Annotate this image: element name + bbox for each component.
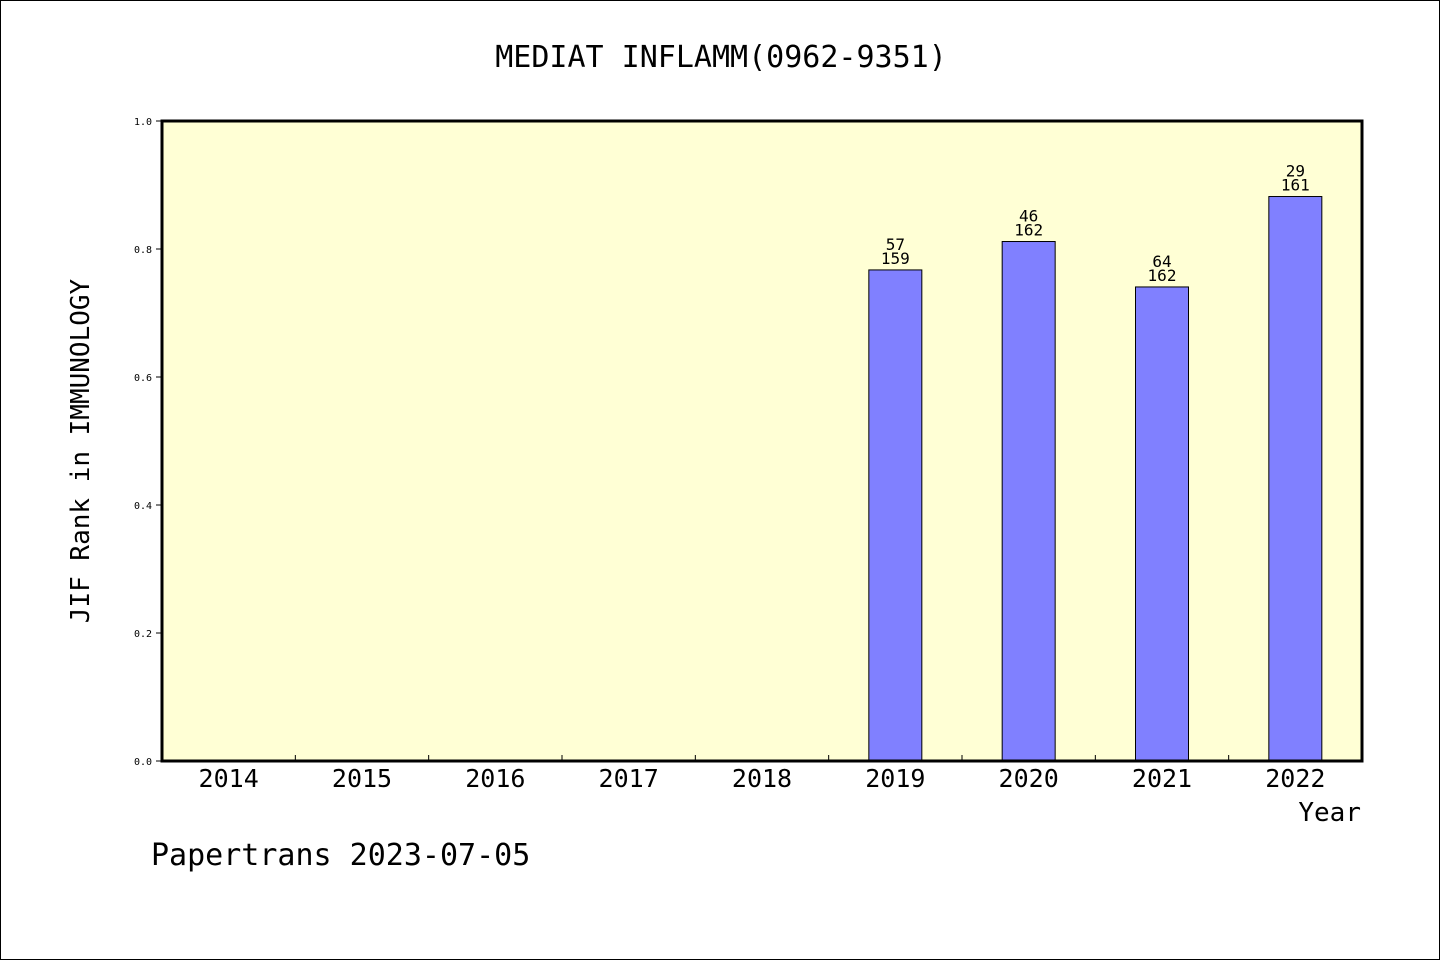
bar-rank-label-2019: 57 (886, 235, 905, 254)
y-axis-ticks: 0.0 0.2 0.4 0.6 0.8 1.0 (134, 117, 162, 768)
bar-total-label-2019: 159 (881, 249, 910, 268)
y-tick-label: 1.0 (134, 117, 152, 128)
x-tick-label-2018: 2018 (732, 764, 792, 793)
x-axis-label: Year (1298, 798, 1361, 828)
x-tick-label-2017: 2017 (599, 764, 659, 793)
footer-text: Papertrans 2023-07-05 (151, 838, 530, 873)
y-tick-label: 0.2 (134, 629, 152, 640)
x-tick-label-2014: 2014 (199, 764, 259, 793)
y-axis-label: JIF Rank in IMMUNOLOGY (66, 278, 96, 623)
bar-total-label-2022: 161 (1281, 176, 1310, 195)
bar-2019 (868, 269, 923, 762)
y-tick-label: 0.6 (134, 373, 152, 384)
x-tick-label-2022: 2022 (1265, 764, 1325, 793)
x-tick-label-2016: 2016 (465, 764, 525, 793)
x-tick-label-2015: 2015 (332, 764, 392, 793)
x-tick-label-2020: 2020 (999, 764, 1059, 793)
y-tick-label: 0.8 (134, 245, 152, 256)
y-tick-label: 0.0 (134, 757, 152, 768)
plot-border (160, 119, 1364, 763)
bar-2022 (1268, 196, 1323, 762)
y-tick-label: 0.4 (134, 501, 152, 512)
x-tick-label-2019: 2019 (865, 764, 925, 793)
bar-total-label-2021: 162 (1148, 266, 1177, 285)
x-axis-ticks: 2014 2015 2016 2017 2018 2019 2020 2021 2022 (199, 755, 1325, 793)
bar-rank-label-2022: 29 (1286, 162, 1305, 181)
bar-2021 (1135, 286, 1189, 762)
bar-2020 (1001, 241, 1056, 762)
bar-rank-label-2020: 46 (1019, 207, 1038, 226)
chart-title: MEDIAT INFLAMM(0962-9351) (495, 40, 947, 75)
x-tick-label-2021: 2021 (1132, 764, 1192, 793)
bar-rank-label-2021: 64 (1152, 252, 1171, 271)
bar-total-label-2020: 162 (1014, 221, 1043, 240)
